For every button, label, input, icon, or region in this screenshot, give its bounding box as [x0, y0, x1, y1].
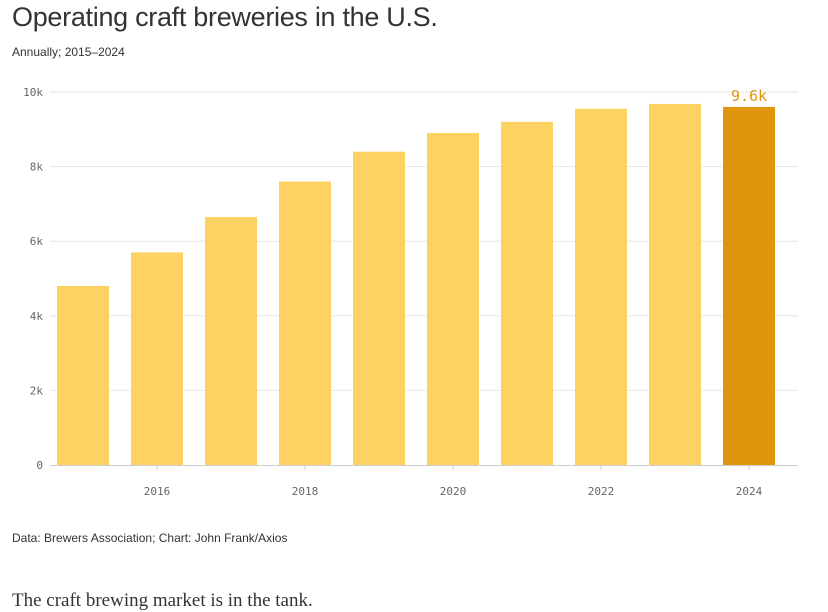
bar-2020 — [427, 133, 479, 465]
bar-2019 — [353, 151, 405, 465]
chart-title: Operating craft breweries in the U.S. — [12, 2, 438, 32]
y-tick-label: 10k — [23, 86, 43, 99]
x-tick-label: 2020 — [440, 485, 467, 498]
x-tick-label: 2022 — [588, 485, 615, 498]
y-tick-label: 6k — [30, 235, 44, 248]
source-note: Data: Brewers Association; Chart: John F… — [12, 531, 288, 545]
bar-2021 — [501, 121, 553, 465]
bar-2015 — [57, 285, 109, 465]
article-text: The craft brewing market is in the tank. — [12, 590, 313, 611]
axes: 0 2k 4k 6k 8k 10k 2016 2018 2020 2022 2024 — [23, 86, 798, 498]
chart-subtitle: Annually; 2015–2024 — [12, 45, 125, 59]
y-tick-label: 4k — [30, 310, 44, 323]
bars — [57, 103, 775, 466]
bar-2016 — [131, 252, 183, 465]
y-tick-label: 0 — [36, 459, 43, 472]
bar-2022 — [575, 108, 627, 465]
bar-2018 — [279, 181, 331, 465]
y-tick-label: 8k — [30, 161, 44, 174]
bar-chart: 0 2k 4k 6k 8k 10k 2016 2018 2020 2022 2024 9.6k — [23, 86, 798, 498]
x-tick-label: 2018 — [292, 485, 319, 498]
bar-2017 — [205, 216, 257, 465]
y-tick-label: 2k — [30, 384, 44, 397]
highlight-data-label: 9.6k — [731, 87, 767, 105]
bar-2024 — [723, 106, 775, 466]
data-labels: 9.6k — [731, 87, 767, 105]
bar-2023 — [649, 103, 701, 465]
x-tick-label: 2016 — [144, 485, 171, 498]
x-tick-label: 2024 — [736, 485, 763, 498]
